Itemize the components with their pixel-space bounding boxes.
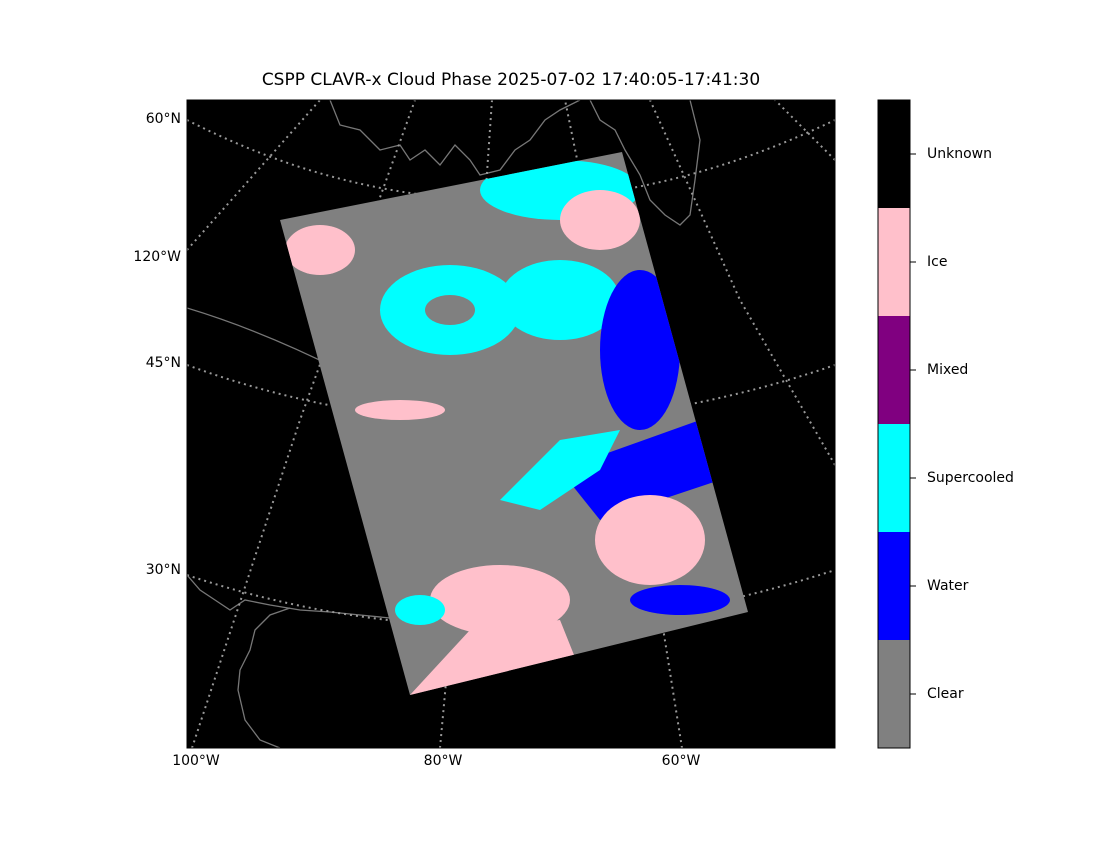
colorbar-segment [878,532,910,640]
colorbar: Unknown Ice Mixed Supercooled Water Clear [877,99,1014,749]
lon-label: 120°W [133,249,181,265]
lat-label: 60°N [146,111,181,127]
colorbar-segment [878,100,910,208]
lat-label: 45°N [146,355,181,371]
colorbar-segment [878,424,910,532]
lon-label: 100°W [172,753,220,769]
map-frame [186,99,836,749]
colorbar-segment [878,208,910,316]
colorbar-label: Mixed [927,362,968,378]
colorbar-segment [878,316,910,424]
lon-label: 80°W [424,753,463,769]
colorbar-label: Ice [927,254,947,270]
lat-label: 30°N [146,562,181,578]
lon-label: 60°W [662,753,701,769]
map-title: CSPP CLAVR-x Cloud Phase 2025-07-02 17:4… [262,70,760,90]
colorbar-frame [877,99,911,749]
colorbar-label: Unknown [927,146,992,162]
colorbar-label: Water [927,578,969,594]
map [187,100,835,748]
colorbar-label: Supercooled [927,470,1014,486]
colorbar-segment [878,640,910,748]
colorbar-label: Clear [927,686,964,702]
